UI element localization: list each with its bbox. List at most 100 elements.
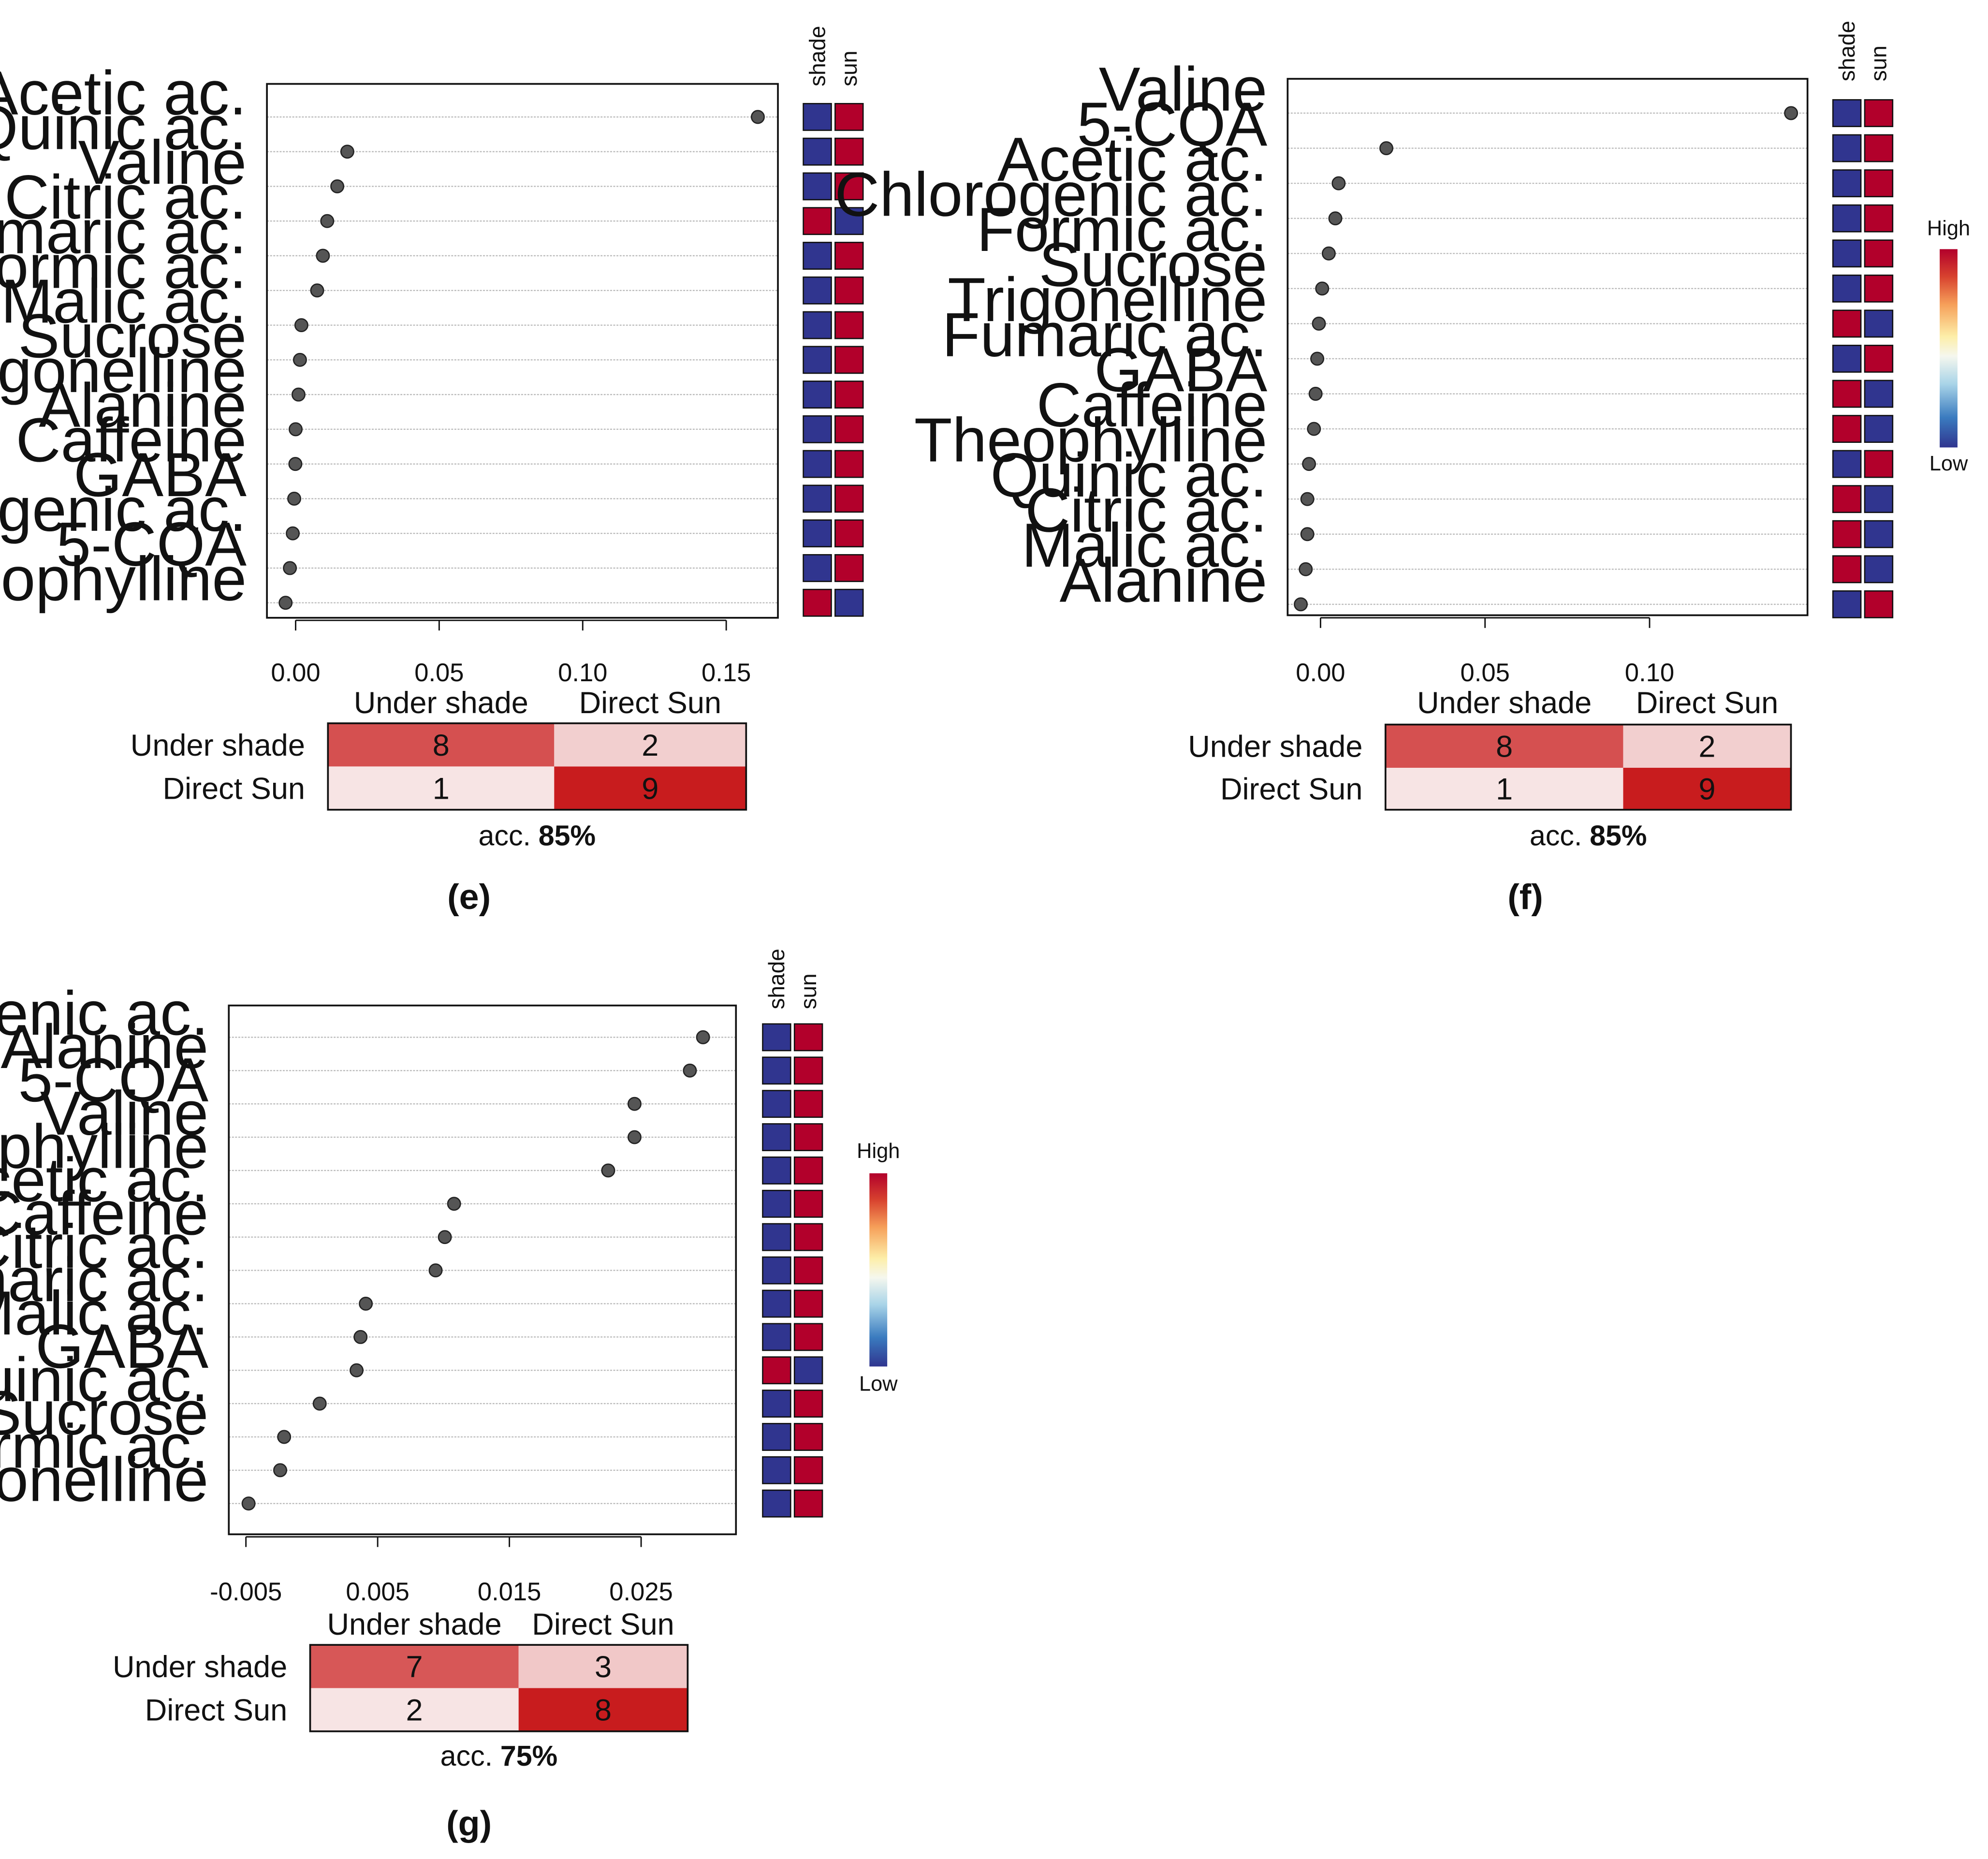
variable-label: Formic ac. — [977, 195, 1267, 264]
variable-label: Chlorogenic ac. — [0, 979, 208, 1048]
heatmap-cell — [803, 242, 832, 270]
confusion-column-label: Under shade — [1417, 686, 1592, 720]
data-point — [353, 1330, 368, 1344]
data-point — [1315, 281, 1330, 296]
heatmap-cell — [1832, 239, 1862, 268]
heatmap-cell — [834, 172, 864, 201]
heatmap-cell — [762, 1456, 791, 1484]
variable-label: GABA — [73, 440, 247, 510]
heatmap-column-header: shade — [764, 949, 789, 1009]
heatmap-cell — [762, 1256, 791, 1285]
data-point — [1310, 351, 1325, 366]
heatmap-cell — [793, 1256, 823, 1285]
heatmap-cell — [793, 1189, 823, 1218]
x-tick-label: 0.015 — [478, 1578, 541, 1606]
x-tick-label: 0.15 — [702, 659, 751, 687]
heatmap-cell — [1832, 485, 1862, 513]
heatmap-cell — [1864, 415, 1894, 443]
heatmap-cell — [803, 484, 832, 513]
variable-label: Citric ac. — [0, 1212, 208, 1281]
confusion-value: 1 — [1496, 773, 1513, 806]
x-tick-label: 0.005 — [346, 1578, 409, 1606]
heatmap-cell — [793, 1423, 823, 1451]
heatmap-cell — [1864, 134, 1894, 162]
data-point — [340, 145, 354, 159]
heatmap-cell — [762, 1356, 791, 1385]
variable-label: Acetic ac. — [0, 59, 247, 128]
data-point — [241, 1496, 256, 1511]
legend-low-label: Low — [859, 1372, 898, 1395]
confusion-value: 2 — [1698, 730, 1715, 764]
heatmap-cell — [1864, 169, 1894, 198]
data-point — [696, 1030, 710, 1044]
heatmap-cell — [803, 554, 832, 582]
heatmap-cell — [1832, 450, 1862, 478]
legend-high-label: High — [857, 1140, 900, 1163]
heatmap-cell — [834, 207, 864, 235]
variable-label: Quinic ac. — [991, 440, 1268, 510]
variable-label: Theophylline — [0, 544, 247, 614]
confusion-column-label: Direct Sun — [532, 1608, 674, 1641]
x-tick-label: 0.025 — [609, 1578, 673, 1606]
variable-label: Citric ac. — [1025, 476, 1267, 545]
variable-label: Valine — [78, 128, 247, 197]
data-point — [1300, 527, 1315, 542]
heatmap-cell — [834, 484, 864, 513]
x-tick-label: 0.05 — [414, 659, 464, 687]
data-point — [273, 1463, 287, 1478]
plot-frame — [266, 83, 779, 619]
data-point — [1321, 246, 1336, 261]
variable-label: Theophylline — [0, 1112, 208, 1182]
variable-label: Malic ac. — [0, 1278, 208, 1348]
heatmap-cell — [1864, 274, 1894, 303]
confusion-value: 7 — [406, 1650, 423, 1684]
accuracy-prefix: acc. — [440, 1740, 493, 1772]
heatmap-cell — [1832, 309, 1862, 338]
panel-caption: (e) — [447, 877, 491, 917]
x-tick-label: 0.00 — [271, 659, 320, 687]
heatmap-cell — [1832, 590, 1862, 618]
heatmap-cell — [803, 137, 832, 166]
data-point — [1302, 457, 1316, 471]
data-point — [447, 1197, 461, 1211]
data-point — [1300, 492, 1315, 506]
panel-caption: (f) — [1507, 877, 1543, 917]
accuracy-prefix: acc. — [479, 819, 531, 851]
variable-label: Acetic ac. — [0, 1145, 208, 1215]
variable-label: Theophylline — [914, 405, 1267, 475]
variable-label: GABA — [1094, 335, 1267, 405]
confusion-frame — [327, 722, 747, 811]
confusion-row-label: Under shade — [1188, 730, 1362, 764]
accuracy-value: 75% — [500, 1740, 557, 1772]
heatmap-column-header: shade — [804, 26, 830, 86]
heatmap-cell — [793, 1156, 823, 1185]
accuracy-value: 85% — [1590, 819, 1647, 851]
data-point — [283, 561, 297, 575]
confusion-column-label: Under shade — [327, 1608, 502, 1641]
heatmap-cell — [1832, 274, 1862, 303]
heatmap-cell — [834, 588, 864, 617]
heatmap-cell — [1864, 555, 1894, 584]
data-point — [1328, 211, 1343, 226]
heatmap-cell — [1832, 169, 1862, 198]
variable-label: Trigonelline — [0, 336, 247, 406]
heatmap-cell — [762, 1390, 791, 1418]
variable-label: 5-CQA — [56, 510, 247, 579]
x-tick-label: 0.00 — [1296, 659, 1345, 687]
confusion-row-label: Under shade — [113, 1650, 287, 1684]
data-point — [292, 352, 307, 367]
confusion-column-label: Direct Sun — [1636, 686, 1778, 720]
confusion-cell — [1623, 768, 1791, 810]
data-point — [1784, 106, 1798, 120]
data-point — [1379, 141, 1393, 156]
confusion-value: 3 — [595, 1650, 612, 1684]
variable-label: 5-CQA — [18, 1045, 209, 1115]
confusion-value: 9 — [642, 772, 658, 805]
variable-label: Malic ac. — [1022, 511, 1267, 580]
heatmap-cell — [1864, 309, 1894, 338]
heatmap-cell — [1832, 415, 1862, 443]
heatmap-cell — [834, 450, 864, 478]
data-point — [683, 1063, 697, 1078]
